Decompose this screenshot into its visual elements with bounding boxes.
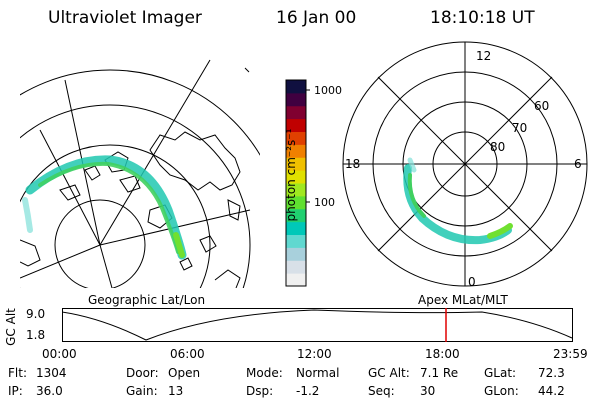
time-tick: 06:00	[170, 347, 205, 361]
footer-label: Dsp:	[246, 384, 274, 398]
mlt-label-18: 18	[345, 157, 360, 171]
coastline-island	[59, 184, 81, 201]
footer-value: 44.2	[538, 384, 565, 398]
mlat-label-80: 80	[490, 140, 505, 154]
coastline-fragment	[227, 199, 241, 221]
altitude-axis-label: GC Alt	[4, 308, 18, 346]
latitude-circle	[54, 199, 146, 288]
altitude-plot	[62, 308, 573, 342]
footer-value: Normal	[296, 366, 340, 380]
footer-value: 72.3	[538, 366, 565, 380]
meridian-line	[39, 129, 101, 246]
date-label: 16 Jan 00	[276, 8, 357, 28]
footer-label: Gain:	[126, 384, 158, 398]
altitude-tick-bottom: 1.8	[26, 328, 46, 342]
mlt-label-12: 12	[476, 49, 491, 63]
colorbar-swatch	[286, 131, 306, 145]
footer-value: 1304	[36, 366, 67, 380]
time-tick: 18:00	[425, 347, 460, 361]
colorbar-swatch	[286, 208, 306, 223]
instrument-title: Ultraviolet Imager	[48, 8, 202, 28]
map-caption: Geographic Lat/Lon	[88, 293, 206, 307]
colorbar-label: photon cm⁻²s⁻¹	[284, 128, 298, 222]
colorbar-swatch	[286, 234, 306, 248]
footer-value: 36.0	[36, 384, 63, 398]
altitude-frame	[62, 308, 573, 342]
colorbar-swatch	[286, 118, 306, 133]
footer-value: Open	[168, 366, 201, 380]
coastline-fragment	[20, 239, 41, 267]
latitude-circle	[20, 144, 211, 288]
colorbar-swatch	[286, 157, 306, 171]
map-mark	[244, 67, 250, 73]
colorbar-tick-label: 100	[314, 196, 335, 209]
coastline-island	[119, 175, 141, 193]
polar-plot: 12 60 70 80 18 6 0	[342, 41, 588, 289]
colorbar-swatch	[286, 92, 306, 107]
altitude-curve	[62, 309, 573, 341]
colorbar-swatch	[286, 144, 306, 158]
mlat-label-60: 60	[534, 99, 549, 113]
geographic-map	[20, 59, 260, 288]
colorbar-swatch	[286, 221, 306, 236]
time-label: 18:10:18 UT	[430, 8, 535, 28]
footer-label: IP:	[8, 384, 23, 398]
coastline-iceland	[199, 235, 217, 253]
latitude-circle	[20, 69, 260, 156]
colorbar-swatch	[286, 195, 306, 210]
meridian-line	[99, 244, 113, 288]
coastline-greenland	[149, 131, 241, 191]
footer-value: 13	[168, 384, 184, 398]
colorbar: 1000 100	[285, 79, 342, 287]
colorbar-strip	[286, 80, 306, 287]
colorbar-swatch	[286, 170, 306, 184]
footer-label: GLat:	[484, 366, 517, 380]
coastline-fragment	[179, 257, 193, 271]
latitude-circle	[20, 104, 251, 288]
colorbar-swatch	[286, 183, 306, 197]
footer-value: 30	[420, 384, 436, 398]
time-tick: 12:00	[297, 347, 332, 361]
mlt-meridian	[377, 76, 553, 252]
altitude-tick-top: 9.0	[26, 307, 46, 321]
time-tick: 00:00	[42, 347, 77, 361]
aurora-emission-map	[22, 155, 187, 260]
footer-label: GC Alt:	[368, 366, 410, 380]
meridian-line	[20, 244, 101, 279]
colorbar-swatch	[286, 260, 306, 274]
mlt-label-6: 6	[574, 157, 582, 171]
footer-label: Door:	[126, 366, 159, 380]
time-tick: 23:59	[553, 347, 588, 361]
coastline-fragment	[214, 269, 241, 288]
footer-label: Flt:	[8, 366, 27, 380]
footer-value: -1.2	[296, 384, 320, 398]
colorbar-swatch	[286, 273, 306, 287]
aurora-emission-polar	[403, 157, 513, 245]
mlt-label-0: 0	[468, 275, 476, 289]
footer-label: Seq:	[368, 384, 395, 398]
colorbar-tick-label: 1000	[314, 84, 342, 97]
colorbar-swatch	[286, 80, 306, 94]
colorbar-swatch	[286, 105, 306, 120]
coastline-island	[84, 165, 101, 181]
footer-label: Mode:	[246, 366, 283, 380]
coord-caption: Apex MLat/MLT	[418, 293, 508, 307]
footer-label: GLon:	[484, 384, 519, 398]
colorbar-swatch	[286, 247, 306, 261]
colorbar-frame	[285, 79, 307, 287]
footer-value: 7.1 Re	[420, 366, 459, 380]
mlat-label-70: 70	[512, 121, 527, 135]
meridian-line	[99, 59, 211, 246]
